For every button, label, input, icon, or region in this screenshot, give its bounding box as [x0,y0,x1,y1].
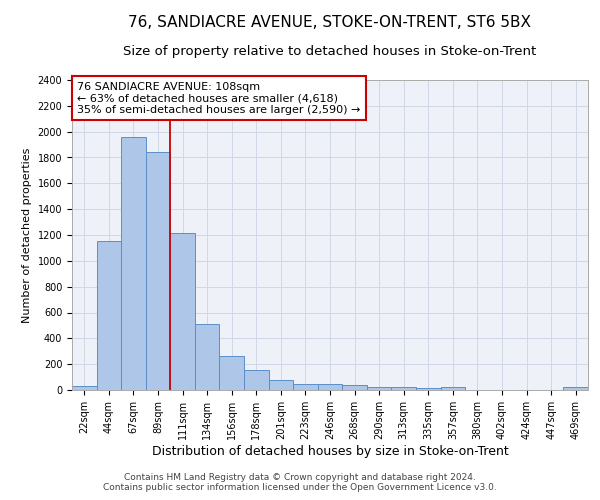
Bar [72,386,97,390]
Bar [391,388,416,390]
Bar [367,388,391,390]
Bar [170,233,195,390]
Bar [293,384,318,390]
Bar [146,152,170,390]
Y-axis label: Number of detached properties: Number of detached properties [22,148,32,322]
Text: Contains HM Land Registry data © Crown copyright and database right 2024.
Contai: Contains HM Land Registry data © Crown c… [103,473,497,492]
Bar [195,324,220,390]
Text: 76 SANDIACRE AVENUE: 108sqm
← 63% of detached houses are smaller (4,618)
35% of : 76 SANDIACRE AVENUE: 108sqm ← 63% of det… [77,82,361,115]
Bar [318,384,342,390]
Bar [244,370,269,390]
Text: 76, SANDIACRE AVENUE, STOKE-ON-TRENT, ST6 5BX: 76, SANDIACRE AVENUE, STOKE-ON-TRENT, ST… [128,15,532,30]
Bar [440,388,465,390]
X-axis label: Distribution of detached houses by size in Stoke-on-Trent: Distribution of detached houses by size … [152,444,508,458]
Bar [121,137,146,390]
Text: Size of property relative to detached houses in Stoke-on-Trent: Size of property relative to detached ho… [124,45,536,58]
Bar [342,385,367,390]
Bar [416,388,440,390]
Bar [563,388,588,390]
Bar [97,242,121,390]
Bar [220,356,244,390]
Bar [269,380,293,390]
